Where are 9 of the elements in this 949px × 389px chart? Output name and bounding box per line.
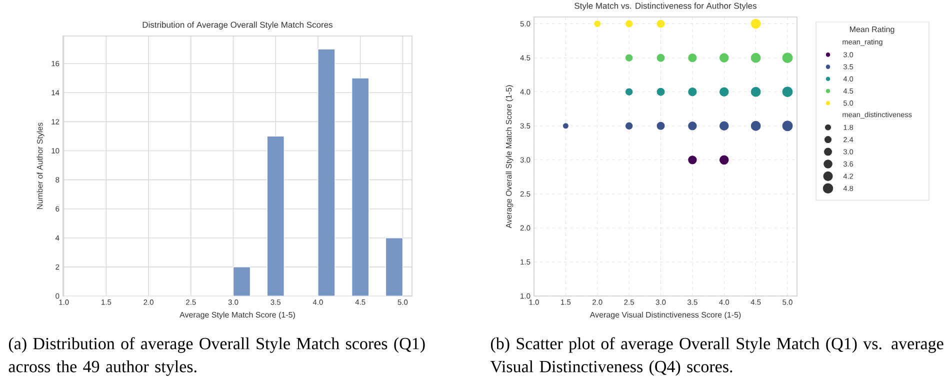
y-axis-title: Average Overall Style Match Score (1-5) xyxy=(506,85,514,228)
x-axis-title: Average Visual Distinctiveness Score (1-5) xyxy=(590,312,741,320)
chart-title: Style Match vs. Distinctiveness for Author Styles xyxy=(574,2,756,10)
x-axis-title: Average Style Match Score (1-5) xyxy=(180,312,295,320)
text: (a) Distribution of average Overall Style Match scores (Q1) across the 49 author styles. xyxy=(8,337,425,376)
chart-title: Distribution of Average Overall Style Match Scores xyxy=(142,22,333,30)
y-axis-title: Number of Author Styles xyxy=(36,122,44,209)
legend-title: Mean Rating xyxy=(850,26,894,34)
text: (b) Scatter plot of average Overall Style Match (Q1) vs. average Visual Distinctiveness (Q4) scores. xyxy=(490,337,944,376)
